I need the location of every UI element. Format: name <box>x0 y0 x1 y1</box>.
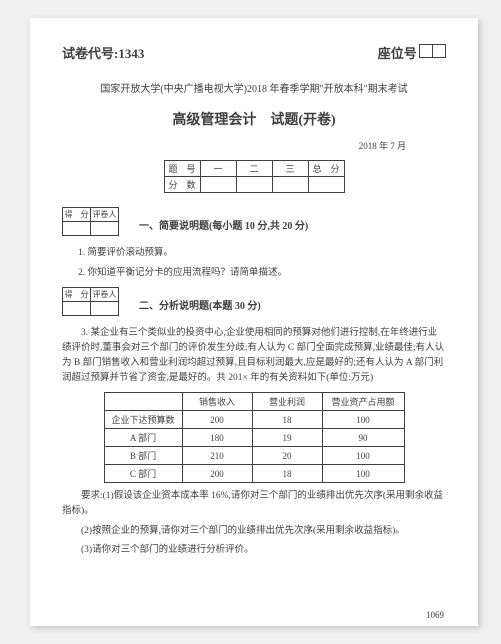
section1-title: 一、简要说明题(每小题 10 分,共 20 分) <box>139 217 308 232</box>
date-line: 2018 年 7 月 <box>62 139 406 152</box>
cell: 100 <box>322 411 404 429</box>
section2-title: 二、分析说明题(本题 30 分) <box>139 297 261 312</box>
cell: 180 <box>182 429 252 447</box>
table-row: 企业下达预算数 200 18 100 <box>104 411 404 429</box>
cell: 100 <box>322 465 404 483</box>
table-row: C 部门 200 18 100 <box>104 465 404 483</box>
cell <box>308 177 344 193</box>
seat-label: 座位号 <box>378 46 417 61</box>
cell: 营业利润 <box>252 393 322 411</box>
cell: 总 分 <box>308 161 344 177</box>
cell: 销售收入 <box>182 393 252 411</box>
university-line: 国家开放大学(中央广播电视大学)2018 年春季学期"开放本科"期末考试 <box>62 80 446 95</box>
cell: 200 <box>182 411 252 429</box>
section2-header: 得 分 评卷人 二、分析说明题(本题 30 分) <box>62 287 446 316</box>
table-row: A 部门 180 19 90 <box>104 429 404 447</box>
cell: 得 分 <box>63 287 91 301</box>
table-row <box>63 301 119 315</box>
cell: 得 分 <box>63 208 91 222</box>
cell: 企业下达预算数 <box>104 411 182 429</box>
cell: 评卷人 <box>91 287 119 301</box>
cell: 三 <box>272 161 308 177</box>
requirement-2: (2)按照企业的预算,请你对三个部门的业绩排出优先次序(采用剩余收益指标)。 <box>62 524 446 539</box>
score-header-table: 题 号 一 二 三 总 分 分 数 <box>164 160 345 193</box>
cell: 19 <box>252 429 322 447</box>
cell <box>200 177 236 193</box>
requirement-3: (3)请你对三个部门的业绩进行分析评价。 <box>62 543 446 558</box>
cell: A 部门 <box>104 429 182 447</box>
seat-area: 座位号 <box>378 43 446 62</box>
seat-box-2 <box>432 44 446 58</box>
section2-intro: 3. 某企业有三个类似业的投资中心,企业使用相同的预算对他们进行控制,在年终进行… <box>62 326 446 387</box>
table-row: 销售收入 营业利润 营业资产占用额 <box>104 393 404 411</box>
question-1: 1. 简要评价滚动预算。 <box>78 246 446 260</box>
cell <box>104 393 182 411</box>
cell <box>91 301 119 315</box>
cell: 20 <box>252 447 322 465</box>
cell: B 部门 <box>104 447 182 465</box>
cell: 100 <box>322 447 404 465</box>
section1-header: 得 分 评卷人 一、简要说明题(每小题 10 分,共 20 分) <box>62 207 446 236</box>
cell <box>272 177 308 193</box>
data-table: 销售收入 营业利润 营业资产占用额 企业下达预算数 200 18 100 A 部… <box>104 392 405 483</box>
header-row: 试卷代号:1343 座位号 <box>62 43 446 62</box>
cell: 营业资产占用额 <box>322 393 404 411</box>
cell: 二 <box>236 161 272 177</box>
table-row: 题 号 一 二 三 总 分 <box>164 161 344 177</box>
cell <box>63 222 91 236</box>
cell: 题 号 <box>164 161 200 177</box>
table-row: 得 分 评卷人 <box>63 287 119 301</box>
exam-code-value: 1343 <box>118 46 144 61</box>
cell <box>63 301 91 315</box>
grader-table: 得 分 评卷人 <box>62 207 119 236</box>
question-2: 2. 你知道平衡记分卡的应用流程吗？请简单描述。 <box>78 266 446 280</box>
cell <box>91 222 119 236</box>
cell: 18 <box>252 465 322 483</box>
cell: 200 <box>182 465 252 483</box>
cell: 一 <box>200 161 236 177</box>
exam-code: 试卷代号:1343 <box>62 43 144 62</box>
cell: 90 <box>322 429 404 447</box>
cell: 18 <box>252 411 322 429</box>
cell: 分 数 <box>164 177 200 193</box>
table-row: 得 分 评卷人 <box>63 208 119 222</box>
table-row: B 部门 210 20 100 <box>104 447 404 465</box>
exam-page: 试卷代号:1343 座位号 国家开放大学(中央广播电视大学)2018 年春季学期… <box>30 18 478 626</box>
exam-code-label: 试卷代号: <box>62 46 118 61</box>
cell: C 部门 <box>104 465 182 483</box>
seat-boxes <box>420 44 446 58</box>
cell <box>236 177 272 193</box>
main-title: 高级管理会计 试题(开卷) <box>62 109 446 129</box>
cell: 评卷人 <box>91 208 119 222</box>
table-row <box>63 222 119 236</box>
page-number: 1069 <box>426 610 444 620</box>
table-row: 分 数 <box>164 177 344 193</box>
requirement-1: 要求:(1)假设该企业资本成本率 16%,请你对三个部门的业绩排出优先次序(采用… <box>62 489 446 519</box>
grader-table: 得 分 评卷人 <box>62 287 119 316</box>
cell: 210 <box>182 447 252 465</box>
seat-box-1 <box>419 44 433 58</box>
